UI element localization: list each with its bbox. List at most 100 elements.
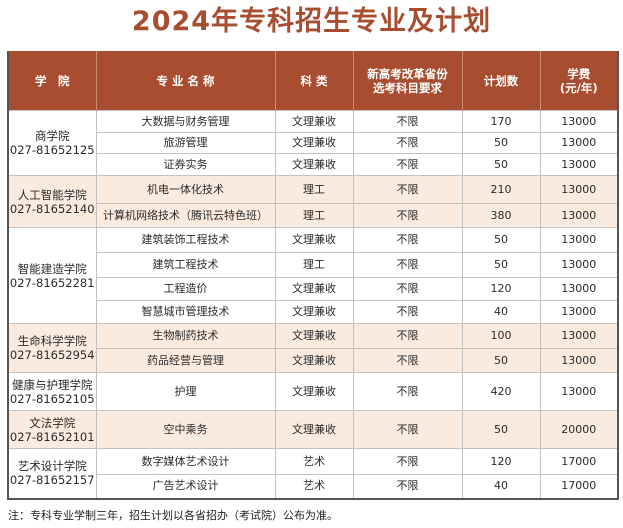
major-cell: 证券实务 <box>95 153 276 176</box>
table-row: 广告艺术设计 艺术 不限 40 17000 <box>8 474 619 499</box>
plan-cell: 120 <box>461 277 541 301</box>
college-cell: 健康与护理学院 027-81652105 <box>7 372 97 411</box>
major-cell: 广告艺术设计 <box>95 474 276 499</box>
category-cell: 文理兼收 <box>274 410 354 449</box>
major-cell: 工程造价 <box>95 277 276 301</box>
fee-cell: 13000 <box>539 348 619 373</box>
category-cell: 文理兼收 <box>274 323 354 349</box>
major-cell: 建筑工程技术 <box>95 252 276 278</box>
table-row: 智能建造学院 027-81652281 建筑装饰工程技术 文理兼收 不限 50 1… <box>7 227 619 324</box>
header-college: 学 院 <box>8 51 96 111</box>
table-row: 证券实务 文理兼收 不限 50 13000 <box>8 153 619 176</box>
fee-cell: 13000 <box>539 227 619 253</box>
category-cell: 文理兼收 <box>274 300 354 324</box>
table-row: 建筑工程技术 理工 不限 50 13000 <box>8 252 619 278</box>
fee-cell: 13000 <box>539 175 619 204</box>
category-cell: 艺术 <box>274 448 354 475</box>
college-cell: 人工智能学院 027-81652140 <box>7 175 97 228</box>
fee-cell: 13000 <box>539 372 619 411</box>
plan-cell: 40 <box>461 300 541 324</box>
header-plan-count: 计划数 <box>461 51 540 111</box>
fee-cell: 13000 <box>539 277 619 301</box>
college-cell: 智能建造学院 027-81652281 <box>7 227 97 324</box>
category-cell: 文理兼收 <box>274 277 354 301</box>
header-tuition: 学费 (元/年) <box>539 51 618 111</box>
plan-cell: 170 <box>461 110 541 133</box>
header-subject-requirement: 新高考改革省份 选考科目要求 <box>352 51 462 111</box>
major-cell: 智慧城市管理技术 <box>95 300 276 324</box>
category-cell: 文理兼收 <box>274 132 354 154</box>
plan-cell: 50 <box>461 132 541 154</box>
fee-cell: 17000 <box>539 448 619 475</box>
fee-cell: 13000 <box>539 153 619 176</box>
college-cell: 商学院 027-81652125 <box>7 110 97 176</box>
table-row: 人工智能学院 027-81652140 机电一体化技术 理工 不限 210 130… <box>7 175 619 228</box>
category-cell: 理工 <box>274 252 354 278</box>
plan-cell: 120 <box>461 448 541 475</box>
plan-cell: 50 <box>461 153 541 176</box>
category-cell: 文理兼收 <box>274 153 354 176</box>
requirement-cell: 不限 <box>352 448 463 475</box>
major-cell: 大数据与财务管理 <box>95 110 276 133</box>
fee-cell: 13000 <box>539 300 619 324</box>
table-header-row: 学 院 专 业 名 称 科 类 新高考改革省份 选考科目要求 计划数 学费 (元… <box>8 51 618 111</box>
requirement-cell: 不限 <box>352 153 463 176</box>
college-cell: 艺术设计学院 027-81652157 <box>7 448 97 499</box>
category-cell: 艺术 <box>274 474 354 499</box>
category-cell: 理工 <box>274 203 354 228</box>
requirement-cell: 不限 <box>352 372 463 411</box>
major-cell: 空中乘务 <box>95 410 276 449</box>
table-row: 工程造价 文理兼收 不限 120 13000 <box>8 277 619 301</box>
fee-cell: 17000 <box>539 474 619 499</box>
table-row: 计算机网络技术（腾讯云特色班） 理工 不限 380 13000 <box>8 203 619 228</box>
plan-cell: 50 <box>461 227 541 253</box>
table-row: 艺术设计学院 027-81652157 数字媒体艺术设计 艺术 不限 120 17… <box>7 448 619 499</box>
header-category: 科 类 <box>274 51 353 111</box>
footnote: 注：专科专业学制三年，招生计划以各省招办（考试院）公布为准。 <box>8 509 338 522</box>
fee-cell: 13000 <box>539 323 619 349</box>
requirement-cell: 不限 <box>352 277 463 301</box>
fee-cell: 20000 <box>539 410 619 449</box>
table-row: 智慧城市管理技术 文理兼收 不限 40 13000 <box>8 300 619 324</box>
plan-cell: 50 <box>461 252 541 278</box>
fee-cell: 13000 <box>539 110 619 133</box>
plan-cell: 50 <box>461 348 541 373</box>
enrollment-plan-table: 学 院 专 业 名 称 科 类 新高考改革省份 选考科目要求 计划数 学费 (元… <box>7 51 619 500</box>
category-cell: 文理兼收 <box>274 372 354 411</box>
major-cell: 旅游管理 <box>95 132 276 154</box>
requirement-cell: 不限 <box>352 203 463 228</box>
requirement-cell: 不限 <box>352 474 463 499</box>
fee-cell: 13000 <box>539 132 619 154</box>
table-row: 生命科学学院 027-81652954 生物制药技术 文理兼收 不限 100 13… <box>7 323 619 373</box>
plan-cell: 100 <box>461 323 541 349</box>
table-row: 健康与护理学院 027-81652105 护理 文理兼收 不限 420 13000 <box>7 372 619 411</box>
category-cell: 文理兼收 <box>274 227 354 253</box>
page-title: 2024年专科招生专业及计划 <box>131 6 492 37</box>
header-major: 专 业 名 称 <box>95 51 275 111</box>
requirement-cell: 不限 <box>352 110 463 133</box>
major-cell: 数字媒体艺术设计 <box>95 448 276 475</box>
requirement-cell: 不限 <box>352 227 463 253</box>
fee-cell: 13000 <box>539 203 619 228</box>
major-cell: 药品经营与管理 <box>95 348 276 373</box>
college-cell: 生命科学学院 027-81652954 <box>7 323 97 373</box>
requirement-cell: 不限 <box>352 175 463 204</box>
table-row: 旅游管理 文理兼收 不限 50 13000 <box>8 132 619 154</box>
requirement-cell: 不限 <box>352 300 463 324</box>
major-cell: 建筑装饰工程技术 <box>95 227 276 253</box>
requirement-cell: 不限 <box>352 252 463 278</box>
table-row: 药品经营与管理 文理兼收 不限 50 13000 <box>8 348 619 373</box>
table-row: 商学院 027-81652125 大数据与财务管理 文理兼收 不限 170 130… <box>7 110 619 176</box>
major-cell: 护理 <box>95 372 276 411</box>
table-row: 文法学院 027-81652101 空中乘务 文理兼收 不限 50 20000 <box>7 410 619 449</box>
plan-cell: 380 <box>461 203 541 228</box>
requirement-cell: 不限 <box>352 410 463 449</box>
category-cell: 理工 <box>274 175 354 204</box>
plan-cell: 40 <box>461 474 541 499</box>
college-cell: 文法学院 027-81652101 <box>7 410 97 449</box>
plan-cell: 420 <box>461 372 541 411</box>
category-cell: 文理兼收 <box>274 348 354 373</box>
requirement-cell: 不限 <box>352 132 463 154</box>
plan-cell: 210 <box>461 175 541 204</box>
requirement-cell: 不限 <box>352 348 463 373</box>
